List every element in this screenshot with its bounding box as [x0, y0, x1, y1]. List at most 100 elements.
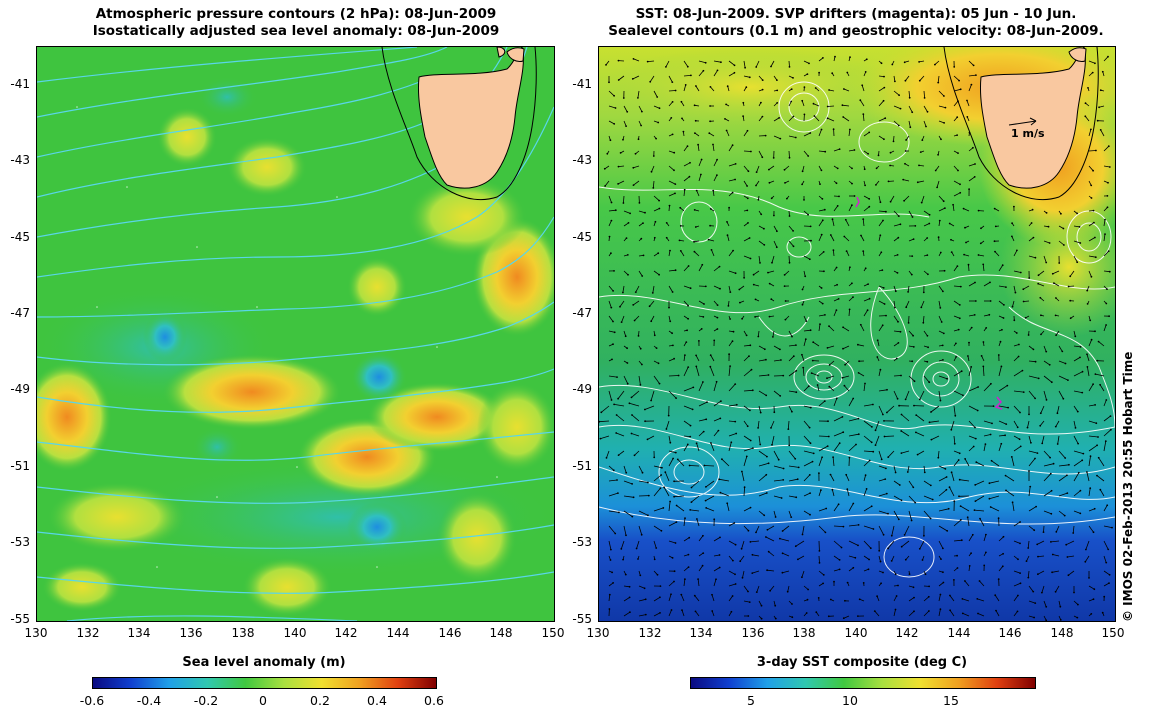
velocity-arrow-head	[863, 168, 866, 171]
velocity-arrow	[773, 390, 781, 397]
velocity-arrow	[994, 251, 1000, 257]
velocity-arrow-head	[618, 511, 620, 514]
velocity-arrow-head	[1101, 611, 1104, 614]
velocity-arrow-head	[864, 267, 867, 270]
velocity-arrow	[617, 180, 625, 185]
velocity-arrow	[758, 374, 769, 377]
velocity-arrow	[683, 518, 686, 527]
velocity-arrow-head	[675, 504, 678, 507]
velocity-arrow	[938, 465, 946, 470]
velocity-arrow	[621, 315, 625, 323]
velocity-arrow	[998, 285, 1006, 288]
velocity-arrow	[773, 510, 776, 518]
velocity-arrow	[919, 390, 925, 400]
velocity-arrow	[631, 433, 640, 437]
velocity-arrow	[844, 360, 850, 366]
velocity-arrow-head	[792, 230, 794, 232]
velocity-arrow	[1068, 285, 1075, 287]
velocity-arrow	[833, 555, 840, 561]
velocity-arrow-head	[870, 441, 873, 444]
velocity-arrow	[771, 435, 775, 445]
velocity-arrow-head	[1025, 560, 1028, 562]
velocity-arrow	[863, 420, 873, 428]
velocity-arrow-head	[626, 347, 628, 350]
velocity-arrow-head	[838, 148, 841, 150]
velocity-arrow-head	[980, 227, 982, 230]
velocity-arrow-head	[738, 288, 741, 291]
velocity-arrow	[818, 525, 826, 533]
velocity-arrow-head	[757, 198, 760, 201]
velocity-arrow	[953, 519, 962, 527]
velocity-arrow-head	[990, 459, 993, 462]
velocity-arrow-head	[1017, 594, 1019, 597]
velocity-arrow	[998, 405, 1009, 408]
velocity-arrow	[1088, 508, 1095, 512]
velocity-arrow-head	[794, 136, 797, 139]
velocity-arrow-head	[734, 573, 736, 576]
velocity-arrow-head	[680, 100, 683, 103]
velocity-arrow-head	[1054, 314, 1057, 317]
velocity-arrow	[893, 90, 900, 96]
velocity-arrow-head	[689, 509, 692, 511]
velocity-arrow	[618, 75, 625, 81]
velocity-arrow-head	[749, 409, 751, 412]
velocity-arrow-head	[625, 125, 627, 127]
velocity-arrow-head	[610, 306, 613, 309]
velocity-arrow-head	[1019, 572, 1021, 574]
velocity-arrow	[1058, 360, 1066, 364]
velocity-arrow-head	[894, 608, 897, 611]
velocity-arrow	[683, 444, 689, 452]
velocity-arrow	[1039, 420, 1045, 427]
velocity-arrow	[1043, 525, 1045, 533]
velocity-arrow-head	[860, 234, 862, 237]
velocity-arrow-head	[731, 595, 734, 597]
velocity-arrow	[832, 219, 835, 227]
velocity-arrow-head	[639, 574, 642, 577]
velocity-arrow	[741, 540, 745, 549]
velocity-arrow	[788, 355, 795, 362]
velocity-arrow	[698, 60, 706, 64]
velocity-arrow-head	[904, 398, 907, 401]
velocity-arrow-head	[650, 399, 652, 402]
velocity-arrow-head	[823, 270, 825, 273]
velocity-arrow	[1099, 489, 1105, 497]
velocity-arrow-head	[841, 104, 844, 107]
velocity-arrow-head	[1037, 377, 1040, 380]
velocity-arrow	[908, 375, 915, 382]
velocity-arrow-head	[668, 204, 671, 207]
velocity-arrow	[608, 390, 612, 401]
velocity-arrow-head	[809, 132, 812, 134]
velocity-arrow-head	[832, 128, 835, 131]
velocity-arrow-head	[703, 464, 706, 467]
right-x-tick: 144	[947, 626, 971, 640]
velocity-arrow	[995, 610, 1000, 617]
velocity-arrow-head	[876, 356, 879, 358]
velocity-arrow-head	[726, 234, 729, 237]
velocity-arrow	[719, 478, 730, 482]
velocity-arrow	[728, 442, 732, 452]
velocity-arrow	[668, 150, 675, 154]
velocity-arrow-head	[1089, 487, 1092, 490]
velocity-arrow-head	[1019, 521, 1021, 523]
velocity-arrow-head	[694, 119, 697, 122]
velocity-arrow	[923, 210, 930, 216]
velocity-arrow	[829, 386, 835, 392]
velocity-arrow-head	[990, 382, 992, 385]
velocity-arrow	[968, 163, 976, 167]
velocity-arrow-head	[864, 71, 867, 73]
velocity-arrow	[863, 435, 872, 443]
right-x-tick: 138	[792, 626, 816, 640]
velocity-arrow-head	[842, 326, 844, 329]
velocity-arrow	[903, 179, 910, 182]
velocity-arrow-head	[1101, 70, 1104, 73]
velocity-arrow	[668, 250, 671, 257]
velocity-arrow-head	[851, 182, 853, 185]
velocity-arrow-head	[622, 558, 624, 561]
velocity-arrow-head	[792, 245, 795, 248]
velocity-arrow-head	[826, 445, 829, 447]
velocity-arrow-head	[1019, 445, 1022, 448]
velocity-arrow	[782, 570, 790, 574]
velocity-arrow-head	[605, 64, 607, 66]
velocity-arrow-head	[711, 610, 714, 612]
velocity-arrow	[938, 508, 949, 512]
